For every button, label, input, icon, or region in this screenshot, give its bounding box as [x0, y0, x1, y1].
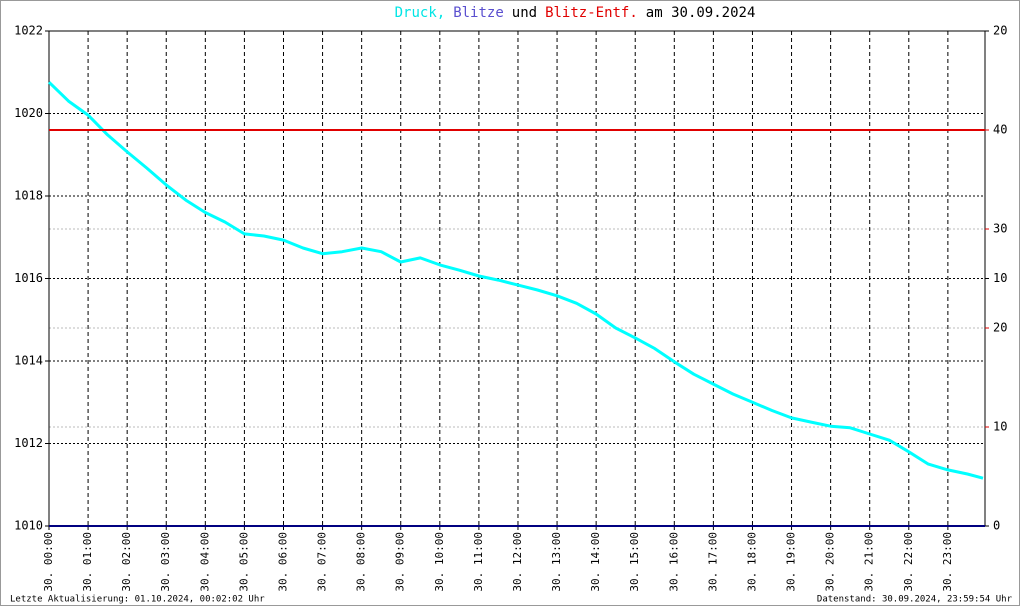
- x-tick-label: 30. 16:00: [667, 532, 680, 592]
- x-tick-label: 30. 17:00: [706, 532, 719, 592]
- x-tick-label: 30. 09:00: [394, 532, 407, 592]
- footer-right: Datenstand: 30.09.2024, 23:59:54 Uhr: [817, 595, 1013, 605]
- footer-left: Letzte Aktualisierung: 01.10.2024, 00:02…: [10, 595, 265, 605]
- title-part: Blitze: [453, 5, 504, 21]
- x-tick-label: 30. 05:00: [237, 532, 250, 592]
- x-tick-label: 30. 20:00: [824, 532, 837, 592]
- x-tick-label: 30. 02:00: [120, 532, 133, 592]
- y3-tick-label: 40: [993, 123, 1007, 137]
- x-tick-label: 30. 11:00: [472, 532, 485, 592]
- x-tick-label: 30. 14:00: [589, 532, 602, 592]
- chart-title: Druck, Blitze und Blitz-Entf. am 30.09.2024: [395, 5, 756, 21]
- x-tick-label: 30. 19:00: [785, 532, 798, 592]
- title-part: Druck,: [395, 5, 446, 21]
- x-tick-label: 30. 04:00: [198, 532, 211, 592]
- x-tick-label: 30. 00:00: [42, 532, 55, 592]
- x-tick-label: 30. 15:00: [628, 532, 641, 592]
- x-tick-label: 30. 10:00: [433, 532, 446, 592]
- y-tick-label: 1016: [14, 271, 43, 285]
- x-tick-label: 30. 12:00: [511, 532, 524, 592]
- x-tick-label: 30. 23:00: [941, 532, 954, 592]
- y3-tick-label: 30: [993, 222, 1007, 236]
- x-tick-label: 30. 01:00: [81, 532, 94, 592]
- x-tick-label: 30. 06:00: [276, 532, 289, 592]
- y-tick-label: 1018: [14, 189, 43, 203]
- y-tick-label: 1014: [14, 354, 43, 368]
- x-tick-label: 30. 21:00: [863, 532, 876, 592]
- y-tick-label: 1010: [14, 519, 43, 533]
- title-part: und: [512, 5, 537, 21]
- y3-tick-label: 20: [993, 321, 1007, 335]
- title-part: Blitz-Entf.: [545, 5, 638, 21]
- x-tick-label: 30. 08:00: [355, 532, 368, 592]
- x-tick-label: 30. 07:00: [316, 532, 329, 592]
- y2-tick-label: 0: [993, 519, 1000, 533]
- y2-tick-label: 20: [993, 24, 1007, 38]
- x-tick-label: 30. 03:00: [159, 532, 172, 592]
- y-tick-label: 1020: [14, 106, 43, 120]
- title-part: am 30.09.2024: [646, 5, 756, 21]
- x-tick-label: 30. 13:00: [550, 532, 563, 592]
- x-tick-label: 30. 18:00: [745, 532, 758, 592]
- series-line: [47, 81, 984, 480]
- x-tick-label: 30. 22:00: [902, 532, 915, 592]
- y3-tick-label: 10: [993, 420, 1007, 434]
- y-tick-label: 1012: [14, 436, 43, 450]
- y2-tick-label: 10: [993, 271, 1007, 285]
- y-tick-label: 1022: [14, 24, 43, 38]
